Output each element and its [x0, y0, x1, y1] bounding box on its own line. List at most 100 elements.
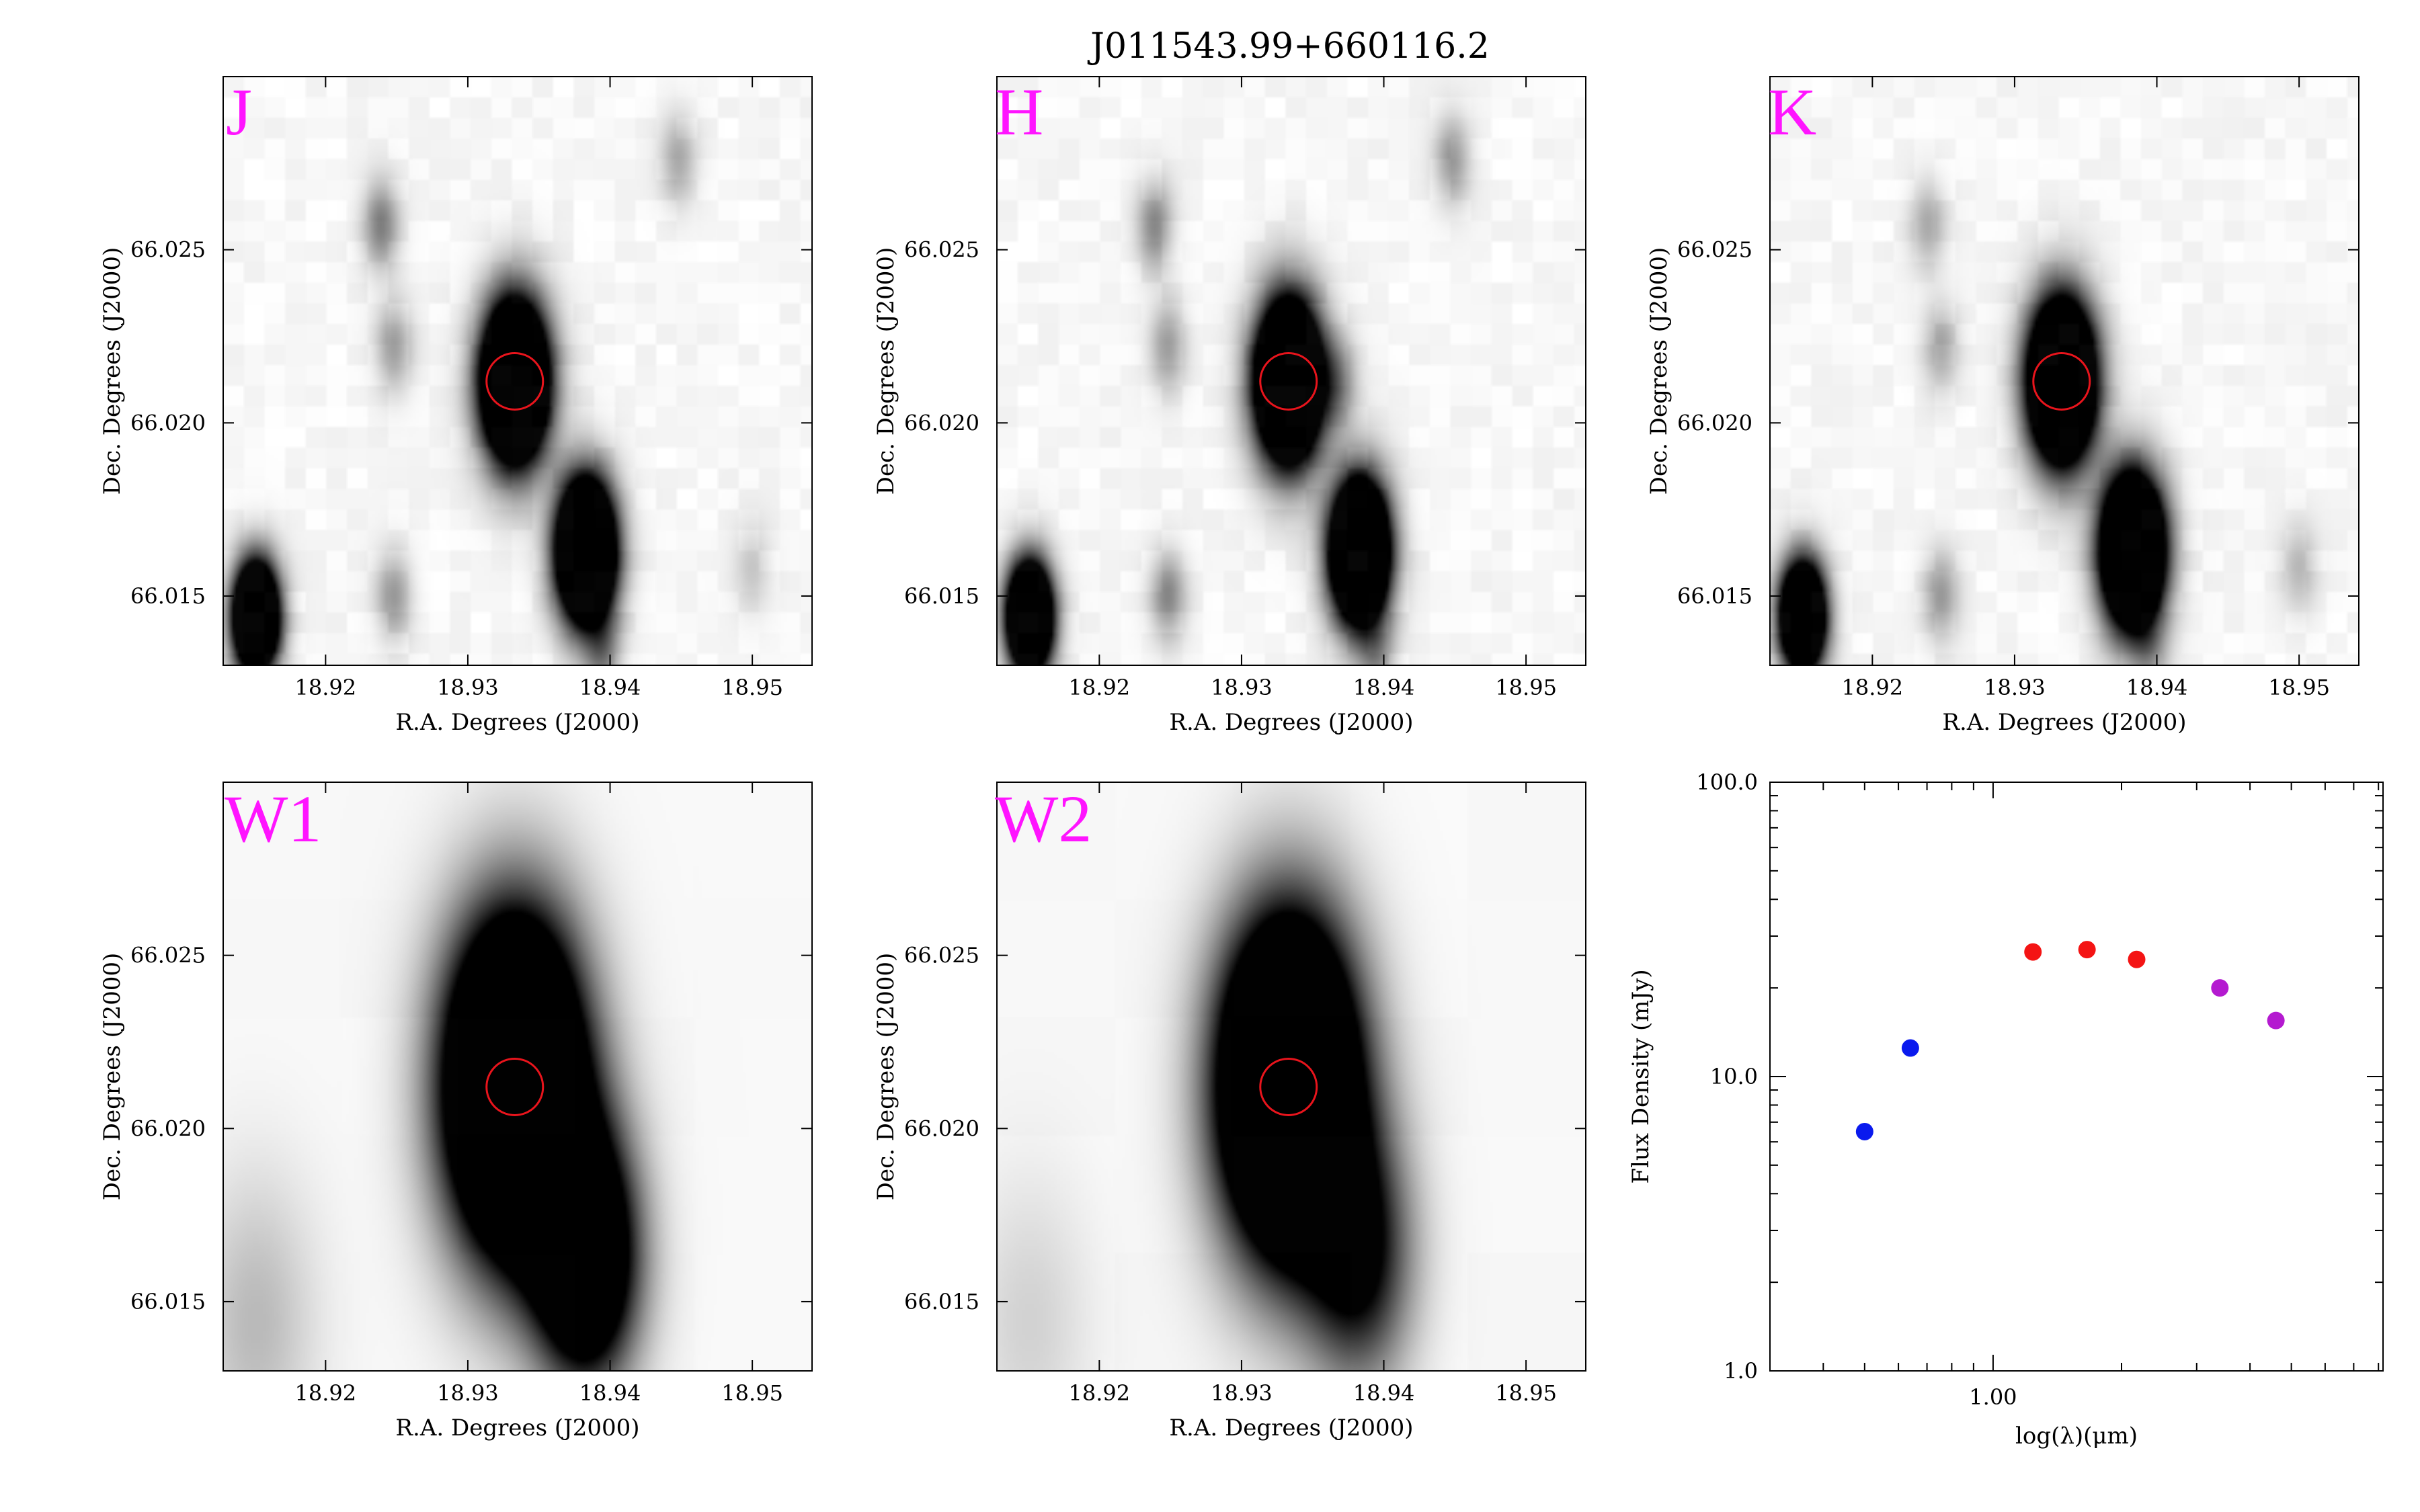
sed-point-magenta: [2211, 979, 2229, 997]
target-circle: [1259, 1057, 1318, 1116]
y-tick-label: 66.025: [1677, 237, 1752, 263]
x-tick-label: 18.93: [1984, 675, 2046, 700]
y-axis-label: Dec. Degrees (J2000): [99, 953, 126, 1201]
panel-h: 18.92 18.93 18.94 18.95 66.02566.02066.015 …: [873, 75, 1586, 736]
sed-points: [1855, 941, 2285, 1140]
target-circle: [2032, 351, 2091, 411]
plot-frame: [1769, 782, 2384, 1372]
y-axis-label: Dec. Degrees (J2000): [99, 247, 126, 495]
y-tick-label: 10.0: [1710, 1064, 1758, 1089]
sed-point-magenta: [2267, 1011, 2285, 1030]
y-tick-label: 100.0: [1696, 769, 1758, 795]
sed-point-red: [2078, 941, 2096, 959]
x-tick-label: 18.92: [1069, 675, 1131, 700]
target-circle: [1259, 351, 1318, 411]
x-tick-labels: 18.92 18.93 18.94 18.95: [295, 675, 783, 700]
x-axis-label: log(λ)(μm): [2015, 1423, 2138, 1450]
x-axis-label: R.A. Degrees (J2000): [395, 1415, 639, 1441]
plot-frame: [1769, 76, 2360, 666]
x-tick-label: 18.94: [579, 1380, 641, 1406]
x-tick-label: 18.93: [1211, 675, 1273, 700]
x-tick-labels: 1.00: [1969, 1384, 2017, 1410]
x-tick-labels: 18.92 18.93 18.94 18.95: [1069, 675, 1557, 700]
x-tick-labels: 18.92 18.93 18.94 18.95: [295, 1380, 783, 1406]
y-tick-label: 66.025: [904, 237, 979, 263]
figure-title: J011543.99+660116.2: [1087, 26, 1490, 67]
sed-point-red: [2128, 950, 2146, 968]
plot-frame: [223, 76, 813, 666]
x-tick-labels: 18.92 18.93 18.94 18.95: [1842, 675, 2330, 700]
panel-w2: 18.92 18.93 18.94 18.95 66.02566.02066.015 …: [873, 782, 1586, 1441]
target-circle: [485, 351, 544, 411]
y-tick-label: 66.020: [130, 410, 206, 435]
x-tick-label: 18.93: [437, 1380, 499, 1406]
y-tick-label: 66.025: [904, 943, 979, 968]
y-tick-labels: 66.025 66.020 66.015: [130, 943, 206, 1314]
target-circle: [485, 1057, 544, 1116]
y-tick-label: 66.025: [130, 943, 206, 968]
sed-point-red: [2024, 943, 2042, 961]
panel-w1: 18.92 18.93 18.94 18.95 66.02566.02066.015 …: [99, 782, 813, 1441]
y-tick-labels: 66.025 66.020 66.015: [904, 237, 979, 609]
image-h: [997, 77, 1586, 665]
tick-marks: [1770, 77, 2359, 665]
band-label: J: [226, 75, 252, 149]
y-axis-label: Dec. Degrees (J2000): [873, 953, 899, 1201]
image-w1: [223, 782, 812, 1371]
sed-point-blue: [1901, 1039, 1919, 1057]
image-w2: [997, 782, 1586, 1371]
y-tick-label: 66.020: [904, 410, 979, 435]
x-tick-label: 18.92: [295, 1380, 357, 1406]
x-axis-label: R.A. Degrees (J2000): [1942, 709, 2186, 736]
x-tick-label: 18.95: [1495, 675, 1557, 700]
y-axis-label: Dec. Degrees (J2000): [1646, 247, 1672, 495]
x-tick-label: 18.94: [1353, 675, 1415, 700]
y-axis-label: Dec. Degrees (J2000): [873, 247, 899, 495]
y-tick-label: 1.0: [1724, 1358, 1758, 1384]
y-tick-label: 66.015: [904, 583, 979, 609]
x-tick-label: 18.93: [1211, 1380, 1273, 1406]
y-tick-labels: 1.0 10.0 100.0: [1696, 769, 1758, 1384]
band-label: W1: [225, 782, 321, 856]
x-tick-label: 18.94: [2126, 675, 2188, 700]
tick-marks: [223, 77, 812, 665]
band-label: H: [995, 75, 1043, 149]
x-tick-label: 18.93: [437, 675, 499, 700]
plot-frame: [223, 782, 813, 1372]
y-axis-label: Flux Density (mJy): [1627, 969, 1654, 1183]
y-tick-label: 66.015: [904, 1289, 979, 1314]
y-tick-label: 66.015: [130, 1289, 206, 1314]
band-label: W2: [995, 782, 1092, 856]
tick-marks: [1769, 782, 2383, 1372]
x-axis-label: R.A. Degrees (J2000): [395, 709, 639, 736]
y-tick-label: 66.020: [1677, 410, 1752, 435]
y-tick-label: 66.025: [130, 237, 206, 263]
panel-sed: 1.00 1.0 10.0 100.0 log(λ)(μm) Flux Densit…: [1627, 769, 2384, 1450]
y-tick-labels: 66.025 66.020 66.015: [130, 237, 206, 609]
x-tick-label: 18.95: [2268, 675, 2330, 700]
x-tick-label: 1.00: [1969, 1384, 2017, 1410]
band-label: K: [1768, 75, 1816, 149]
tick-marks: [223, 782, 812, 1371]
plot-frame: [996, 782, 1586, 1372]
x-axis-label: R.A. Degrees (J2000): [1169, 1415, 1413, 1441]
panel-k: 18.92 18.93 18.94 18.95 66.02566.02066.015 …: [1646, 75, 2360, 736]
image-j: [223, 77, 812, 665]
x-tick-label: 18.92: [1069, 1380, 1131, 1406]
x-tick-label: 18.95: [721, 1380, 783, 1406]
y-tick-label: 66.015: [130, 583, 206, 609]
x-axis-label: R.A. Degrees (J2000): [1169, 709, 1413, 736]
tick-marks: [997, 782, 1586, 1371]
image-k: [1770, 77, 2359, 665]
y-tick-label: 66.020: [130, 1116, 206, 1141]
x-tick-label: 18.95: [1495, 1380, 1557, 1406]
x-tick-label: 18.95: [721, 675, 783, 700]
y-tick-label: 66.020: [904, 1116, 979, 1141]
sed-point-blue: [1855, 1122, 1873, 1140]
y-tick-labels: 66.025 66.020 66.015: [904, 943, 979, 1314]
x-tick-label: 18.94: [1353, 1380, 1415, 1406]
x-tick-label: 18.92: [295, 675, 357, 700]
y-tick-labels: 66.025 66.020 66.015: [1677, 237, 1752, 609]
x-tick-labels: 18.92 18.93 18.94 18.95: [1069, 1380, 1557, 1406]
